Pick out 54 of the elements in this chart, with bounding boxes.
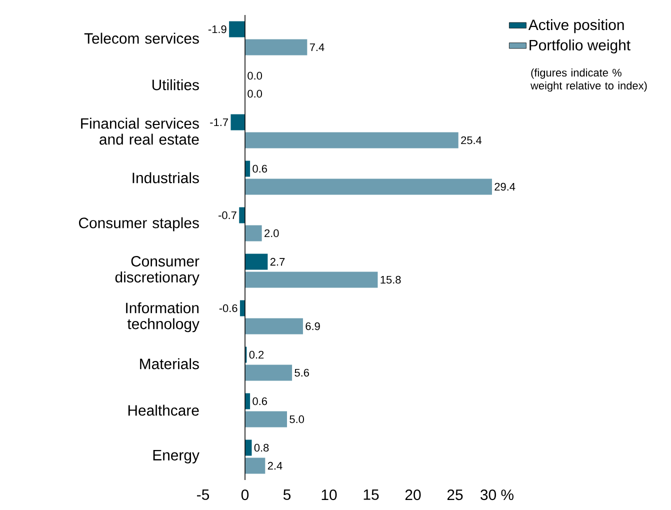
bar bbox=[229, 21, 246, 38]
x-tick-label: 10 bbox=[322, 490, 337, 500]
data-label: 0.2 bbox=[249, 350, 264, 359]
bar bbox=[239, 207, 246, 224]
y-tick-label: Information technology bbox=[126, 302, 200, 332]
x-tick-label: 0 bbox=[241, 490, 249, 500]
y-tick-label: Energy bbox=[153, 450, 200, 464]
bar bbox=[245, 458, 266, 474]
data-label: 5.0 bbox=[290, 415, 304, 424]
bar bbox=[245, 225, 262, 242]
y-tick-label: Telecom services bbox=[84, 32, 199, 44]
bar bbox=[245, 39, 308, 56]
y-tick-label: Materials bbox=[140, 358, 199, 370]
y-tick-label: Financial services and real estate bbox=[81, 118, 199, 145]
legend-label: Portfolio weight bbox=[530, 39, 630, 54]
bar bbox=[245, 411, 288, 428]
x-tick-label: 5 bbox=[283, 490, 291, 500]
data-label: 0.0 bbox=[248, 72, 262, 80]
data-label: 0.8 bbox=[254, 444, 269, 452]
legend-label: Active position bbox=[528, 19, 624, 34]
bar bbox=[245, 364, 292, 381]
x-tick-label: 15 bbox=[364, 490, 379, 500]
bar bbox=[245, 318, 303, 334]
data-label: 5.6 bbox=[294, 368, 309, 377]
x-tick-label: 30 % bbox=[480, 490, 514, 500]
text: (figures indicate % weight relative to index) bbox=[530, 68, 647, 92]
data-label: 0.6 bbox=[252, 397, 267, 406]
data-label: 0.6 bbox=[252, 164, 267, 173]
data-label: 29.4 bbox=[494, 182, 516, 191]
data-label: -0.6 bbox=[219, 304, 238, 312]
data-label: -0.7 bbox=[218, 211, 236, 220]
bar bbox=[245, 272, 378, 288]
data-label: 6.9 bbox=[306, 322, 320, 330]
y-tick-label: Industrials bbox=[132, 172, 199, 184]
bar bbox=[245, 132, 458, 148]
bar bbox=[245, 178, 492, 195]
data-label: -1.7 bbox=[210, 118, 228, 126]
x-tick-label: -5 bbox=[197, 490, 210, 500]
y-tick-label: Consumer staples bbox=[78, 217, 199, 232]
x-tick-label: 25 bbox=[447, 490, 463, 500]
data-label: 0.0 bbox=[248, 90, 262, 98]
bar bbox=[245, 254, 268, 270]
data-label: -1.9 bbox=[208, 25, 226, 34]
y-tick-label: Healthcare bbox=[128, 404, 199, 416]
data-label: 15.8 bbox=[380, 276, 401, 284]
y-tick-label: Utilities bbox=[152, 79, 199, 90]
data-label: 2.4 bbox=[268, 462, 282, 470]
data-label: 2.0 bbox=[264, 229, 279, 238]
y-tick-label: Consumer discretionary bbox=[115, 256, 200, 286]
x-tick-label: 20 bbox=[405, 490, 421, 500]
data-label: 2.7 bbox=[270, 258, 285, 266]
bar bbox=[230, 114, 246, 130]
data-label: 7.4 bbox=[310, 43, 324, 52]
data-label: 25.4 bbox=[461, 136, 482, 144]
